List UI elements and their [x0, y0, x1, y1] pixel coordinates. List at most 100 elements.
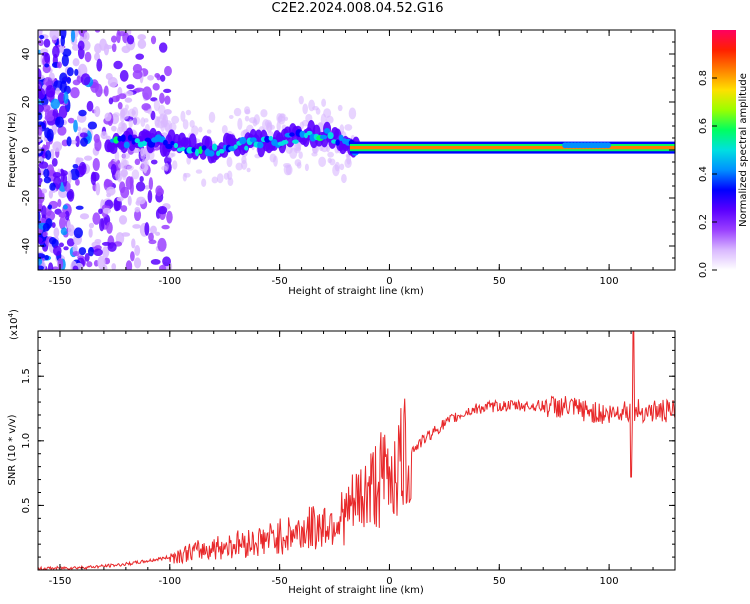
heatmap-cell	[299, 130, 306, 138]
heatmap-cell	[208, 111, 216, 123]
heatmap-cell	[267, 131, 274, 139]
heatmap-cell	[201, 178, 207, 187]
heatmap-cell	[117, 31, 127, 37]
snr-plot-area	[37, 330, 676, 571]
heatmap-cell	[162, 139, 168, 146]
heatmap-cell	[124, 97, 133, 103]
heatmap-cell	[43, 144, 49, 151]
heatmap-cell	[218, 148, 225, 154]
heatmap-cell	[43, 176, 52, 184]
heatmap-cell	[341, 173, 347, 184]
heatmap-cell	[87, 246, 95, 257]
heatmap-cell	[298, 95, 304, 105]
heatmap-cell	[38, 125, 43, 136]
heatmap-cell	[67, 188, 75, 202]
y-tick-label: 1.0	[21, 433, 32, 449]
heatmap-cell	[77, 40, 85, 51]
heatmap-cell	[110, 163, 117, 176]
heatmap-cell	[118, 93, 127, 100]
heatmap-cell	[67, 117, 75, 124]
heatmap-cell	[41, 188, 48, 194]
heatmap-cell	[211, 143, 218, 151]
heatmap-cell	[163, 109, 172, 115]
heatmap-cell	[132, 116, 141, 126]
heatmap-cell	[75, 135, 80, 148]
heatmap-cell	[135, 53, 144, 60]
heatmap-cell	[154, 231, 161, 236]
heatmap-cell	[38, 39, 44, 47]
heatmap-cell	[50, 98, 60, 110]
heatmap-cell	[127, 195, 132, 206]
heatmap-cell	[198, 126, 203, 133]
heatmap-cell	[92, 157, 100, 172]
heatmap-cell	[115, 170, 123, 182]
heatmap-cell	[38, 178, 43, 183]
heatmap-cell	[285, 164, 293, 176]
heatmap-cell	[161, 224, 170, 230]
heatmap-cell	[42, 222, 50, 232]
x-tick-label: -50	[271, 576, 287, 587]
heatmap-cell	[164, 162, 169, 172]
heatmap-cell	[144, 185, 150, 190]
y-tick-label: 0	[21, 147, 32, 153]
heatmap-cell	[121, 167, 128, 178]
heatmap-cell	[49, 30, 60, 41]
heatmap-cell	[66, 136, 72, 147]
heatmap-cell	[58, 105, 68, 119]
heatmap-cell	[79, 132, 88, 138]
heatmap-cell	[286, 137, 295, 148]
heatmap-cell	[51, 266, 60, 270]
heatmap-cell	[154, 73, 160, 78]
heatmap-cell	[121, 232, 131, 237]
heatmap-cell	[221, 124, 228, 134]
snr-line	[38, 331, 675, 570]
heatmap-cell	[84, 51, 92, 63]
heatmap-cell	[306, 130, 313, 136]
heatmap-cell	[337, 104, 343, 112]
heatmap-cell	[75, 157, 81, 167]
heatmap-cell	[38, 236, 43, 244]
heatmap-cell	[49, 182, 56, 191]
heatmap-cell	[237, 118, 243, 130]
heatmap-cell	[268, 136, 274, 141]
heatmap-cell	[88, 228, 93, 238]
heatmap-cell	[147, 108, 153, 115]
heatmap-cell	[130, 251, 135, 262]
heatmap-cell	[66, 67, 74, 77]
x-tick-label: 100	[600, 276, 619, 287]
y-tick-label: 40	[21, 48, 32, 61]
heatmap-cell	[233, 107, 242, 117]
heatmap-cell	[38, 111, 43, 121]
heatmap-cell	[83, 31, 90, 42]
heatmap-cell	[38, 198, 43, 212]
heatmap-cell	[257, 141, 264, 149]
heatmap-cell	[150, 35, 157, 45]
x-tick-label: -50	[271, 276, 287, 287]
heatmap-cell	[62, 173, 68, 187]
heatmap-cell	[195, 148, 200, 157]
heatmap-cell	[131, 137, 136, 145]
heatmap-cell	[140, 153, 146, 160]
heatmap-band	[349, 145, 675, 150]
heatmap-cell	[45, 150, 52, 160]
heatmap-cell	[79, 213, 90, 220]
heatmap-cell	[94, 30, 101, 33]
heatmap-cell	[73, 227, 83, 239]
heatmap-cell	[329, 158, 336, 166]
heatmap-cell	[128, 119, 133, 128]
heatmap-cell	[44, 254, 50, 261]
heatmap-cell	[72, 58, 80, 67]
heatmap-cell	[106, 221, 113, 234]
heatmap-cell	[137, 34, 147, 41]
heatmap-cell	[52, 45, 60, 58]
heatmap-cell	[78, 109, 87, 117]
heatmap-cell	[53, 227, 60, 238]
heatmap-cell	[69, 168, 80, 181]
heatmap-cell	[113, 60, 123, 70]
heatmap-cell	[153, 99, 161, 112]
y-tick-label: 1.5	[21, 368, 32, 384]
heatmap-cell	[273, 155, 278, 167]
heatmap-cell	[164, 120, 173, 132]
heatmap-cell	[51, 222, 56, 229]
heatmap-cell	[235, 162, 243, 171]
